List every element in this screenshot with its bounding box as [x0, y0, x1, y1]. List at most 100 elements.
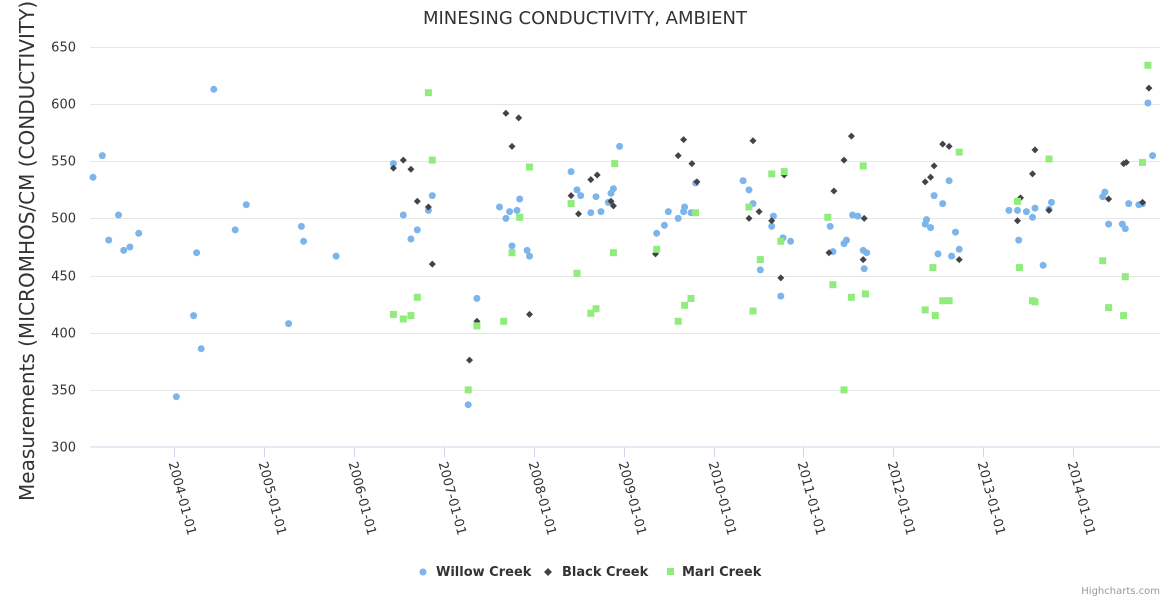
point-marl-creek-47[interactable]: [1105, 304, 1113, 312]
point-black-creek-24[interactable]: [749, 137, 757, 145]
point-marl-creek-35[interactable]: [921, 306, 929, 314]
point-marl-creek-40[interactable]: [955, 148, 963, 156]
point-willow-creek-6[interactable]: [135, 229, 143, 237]
point-black-creek-5[interactable]: [428, 260, 436, 268]
point-willow-creek-56[interactable]: [768, 222, 776, 230]
point-marl-creek-16[interactable]: [609, 249, 617, 257]
point-marl-creek-45[interactable]: [1045, 155, 1053, 163]
point-black-creek-23[interactable]: [745, 214, 753, 222]
point-marl-creek-28[interactable]: [780, 168, 788, 176]
point-black-creek-21[interactable]: [688, 160, 696, 168]
point-willow-creek-91[interactable]: [1105, 220, 1113, 228]
point-marl-creek-3[interactable]: [413, 293, 421, 301]
point-willow-creek-43[interactable]: [616, 142, 624, 150]
point-marl-creek-14[interactable]: [587, 309, 595, 317]
point-willow-creek-78[interactable]: [952, 228, 959, 236]
point-marl-creek-27[interactable]: [777, 237, 785, 245]
point-willow-creek-82[interactable]: [1015, 236, 1023, 244]
point-marl-creek-5[interactable]: [428, 156, 436, 164]
point-black-creek-32[interactable]: [847, 132, 855, 140]
point-marl-creek-0[interactable]: [389, 310, 397, 318]
point-marl-creek-34[interactable]: [861, 290, 869, 298]
point-willow-creek-64[interactable]: [843, 236, 850, 244]
point-black-creek-46[interactable]: [1105, 195, 1113, 203]
point-marl-creek-10[interactable]: [516, 213, 524, 221]
point-black-creek-20[interactable]: [680, 136, 688, 144]
point-marl-creek-50[interactable]: [1139, 158, 1146, 166]
point-willow-creek-84[interactable]: [1029, 213, 1036, 221]
point-willow-creek-88[interactable]: [1048, 198, 1055, 206]
point-willow-creek-17[interactable]: [332, 252, 340, 260]
point-willow-creek-25[interactable]: [473, 294, 481, 302]
point-marl-creek-33[interactable]: [859, 162, 867, 170]
point-willow-creek-94[interactable]: [1125, 200, 1133, 208]
legend-item-willow-creek[interactable]: Willow Creek: [419, 565, 532, 580]
point-black-creek-48[interactable]: [1122, 158, 1130, 166]
point-willow-creek-83[interactable]: [1022, 208, 1030, 216]
point-willow-creek-79[interactable]: [955, 245, 963, 253]
point-willow-creek-42[interactable]: [609, 185, 617, 193]
point-black-creek-40[interactable]: [955, 256, 963, 264]
point-willow-creek-85[interactable]: [1031, 204, 1039, 212]
point-willow-creek-53[interactable]: [745, 186, 753, 194]
point-marl-creek-42[interactable]: [1016, 264, 1023, 272]
point-marl-creek-23[interactable]: [745, 203, 753, 211]
point-black-creek-8[interactable]: [502, 109, 510, 117]
point-willow-creek-74[interactable]: [934, 250, 942, 258]
point-willow-creek-55[interactable]: [756, 266, 764, 274]
point-black-creek-11[interactable]: [526, 310, 533, 318]
point-black-creek-26[interactable]: [768, 217, 776, 225]
point-black-creek-12[interactable]: [567, 192, 575, 200]
point-black-creek-13[interactable]: [575, 210, 582, 218]
point-willow-creek-98[interactable]: [1149, 152, 1157, 160]
point-willow-creek-7[interactable]: [172, 393, 180, 401]
point-black-creek-35[interactable]: [921, 178, 929, 186]
legend-item-black-creek[interactable]: Black Creek: [544, 565, 649, 580]
point-marl-creek-20[interactable]: [681, 301, 689, 309]
point-marl-creek-18[interactable]: [653, 245, 661, 253]
point-black-creek-14[interactable]: [587, 176, 595, 184]
point-willow-creek-14[interactable]: [285, 320, 293, 328]
point-marl-creek-41[interactable]: [1014, 197, 1021, 205]
point-willow-creek-69[interactable]: [863, 249, 871, 257]
point-willow-creek-58[interactable]: [777, 292, 785, 300]
point-willow-creek-52[interactable]: [739, 177, 747, 185]
point-marl-creek-25[interactable]: [756, 256, 764, 264]
point-black-creek-25[interactable]: [755, 208, 763, 216]
point-willow-creek-31[interactable]: [516, 195, 524, 203]
point-willow-creek-0[interactable]: [89, 173, 97, 181]
point-marl-creek-44[interactable]: [1031, 298, 1039, 306]
point-black-creek-36[interactable]: [927, 173, 935, 181]
point-willow-creek-9[interactable]: [193, 249, 201, 257]
point-willow-creek-33[interactable]: [526, 252, 533, 260]
point-willow-creek-76[interactable]: [945, 177, 953, 185]
point-willow-creek-66[interactable]: [854, 212, 862, 220]
point-willow-creek-1[interactable]: [98, 152, 106, 160]
point-marl-creek-48[interactable]: [1120, 312, 1128, 320]
point-marl-creek-51[interactable]: [1144, 61, 1152, 69]
point-willow-creek-97[interactable]: [1144, 99, 1152, 107]
point-willow-creek-4[interactable]: [120, 246, 128, 254]
point-willow-creek-19[interactable]: [399, 211, 407, 219]
point-willow-creek-73[interactable]: [930, 192, 938, 200]
point-willow-creek-93[interactable]: [1121, 225, 1129, 233]
point-marl-creek-12[interactable]: [567, 200, 575, 208]
point-black-creek-2[interactable]: [407, 165, 415, 173]
point-black-creek-7[interactable]: [466, 356, 473, 364]
point-black-creek-30[interactable]: [830, 187, 838, 195]
point-marl-creek-46[interactable]: [1099, 257, 1107, 265]
point-black-creek-0[interactable]: [389, 164, 397, 172]
point-willow-creek-27[interactable]: [502, 214, 510, 222]
point-black-creek-16[interactable]: [607, 197, 615, 205]
point-black-creek-27[interactable]: [777, 274, 785, 282]
point-black-creek-50[interactable]: [1145, 84, 1153, 92]
point-marl-creek-1[interactable]: [399, 315, 407, 323]
point-willow-creek-38[interactable]: [592, 193, 600, 201]
point-willow-creek-44[interactable]: [653, 229, 661, 237]
point-black-creek-9[interactable]: [508, 142, 516, 150]
credit-link[interactable]: Highcharts.com: [1081, 586, 1160, 597]
point-willow-creek-60[interactable]: [787, 237, 795, 245]
point-willow-creek-21[interactable]: [413, 226, 421, 234]
point-black-creek-37[interactable]: [930, 162, 938, 170]
point-black-creek-45[interactable]: [1045, 206, 1053, 214]
